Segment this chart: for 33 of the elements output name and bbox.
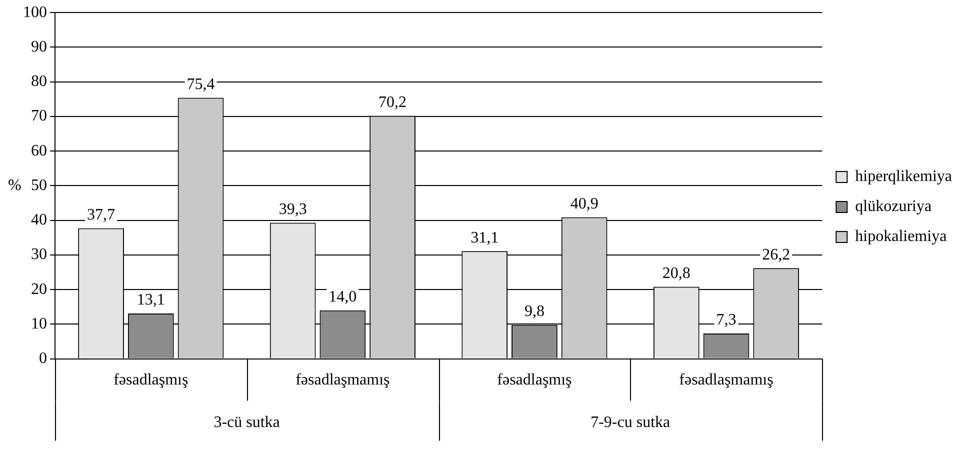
y-tick-label: 80 bbox=[31, 73, 47, 90]
x-tick-label: fəsadlaşmış bbox=[114, 372, 188, 389]
y-tick-label: 70 bbox=[31, 108, 47, 125]
data-label: 40,9 bbox=[570, 195, 598, 212]
data-label: 37,7 bbox=[87, 206, 116, 224]
data-label: 14,0 bbox=[328, 288, 357, 306]
text: 7-9-cu sutka bbox=[590, 414, 670, 432]
data-label: 70,2 bbox=[378, 94, 407, 111]
x-tick-label: fəsadlaşmamış bbox=[679, 372, 774, 389]
y-tick-label: 100 bbox=[23, 4, 47, 21]
data-label: 26,2 bbox=[762, 246, 790, 264]
data-label: 39,3 bbox=[278, 200, 307, 218]
legend-label: hiperqlikemiya bbox=[855, 168, 952, 186]
y-tick-label: 40 bbox=[31, 212, 47, 229]
y-tick-label: 20 bbox=[31, 280, 47, 298]
y-tick-label: 0 bbox=[39, 350, 47, 368]
x-tick-label: fəsadlaşmamış bbox=[296, 372, 390, 389]
y-tick-label: 90 bbox=[31, 38, 47, 56]
y-tick-label: 30 bbox=[31, 246, 47, 264]
data-label: 31,1 bbox=[470, 229, 499, 246]
y-tick-label: 10 bbox=[31, 315, 47, 332]
data-label: 13,1 bbox=[136, 292, 165, 309]
y-tick-label: 50 bbox=[31, 176, 47, 194]
y-axis-title: % bbox=[8, 176, 22, 194]
data-label: 9,8 bbox=[524, 303, 544, 320]
y-tick-label: 60 bbox=[31, 142, 47, 160]
x-tick-label: fəsadlaşmış bbox=[497, 372, 572, 389]
data-label: 7,3 bbox=[716, 312, 736, 329]
legend-label: qlükozuriya bbox=[855, 198, 932, 216]
text: 3-cü sutka bbox=[214, 414, 280, 432]
legend-label: hipokaliemiya bbox=[855, 228, 947, 246]
data-label: 20,8 bbox=[662, 264, 690, 282]
data-label: 75,4 bbox=[186, 76, 215, 93]
